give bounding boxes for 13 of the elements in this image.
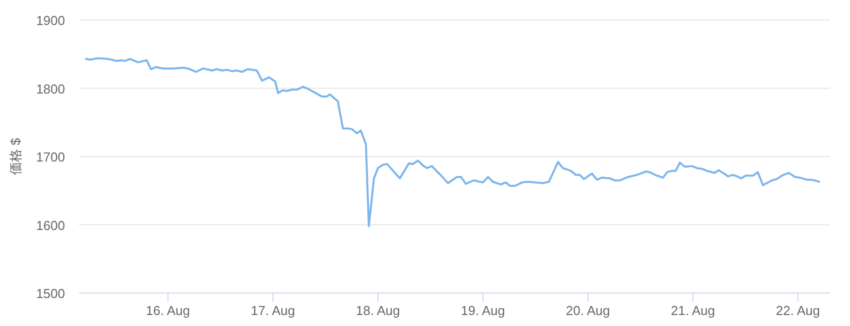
x-tick-label: 18. Aug: [356, 303, 400, 318]
y-tick-label: 1900: [36, 13, 65, 28]
x-tick-label: 17. Aug: [250, 303, 295, 318]
y-axis-title: 価格 $: [8, 137, 23, 175]
y-tick-label: 1700: [36, 150, 65, 164]
x-tick-label: 16. Aug: [146, 303, 190, 318]
y-tick-label: 1600: [36, 218, 65, 233]
y-tick-label: 1500: [36, 286, 65, 301]
x-tick-label: 21. Aug: [670, 303, 715, 318]
x-tick-label: 20. Aug: [566, 303, 610, 318]
x-tick-label: 19. Aug: [460, 303, 505, 318]
y-tick-label: 1800: [36, 81, 65, 96]
x-tick-label: 22. Aug: [776, 303, 820, 318]
